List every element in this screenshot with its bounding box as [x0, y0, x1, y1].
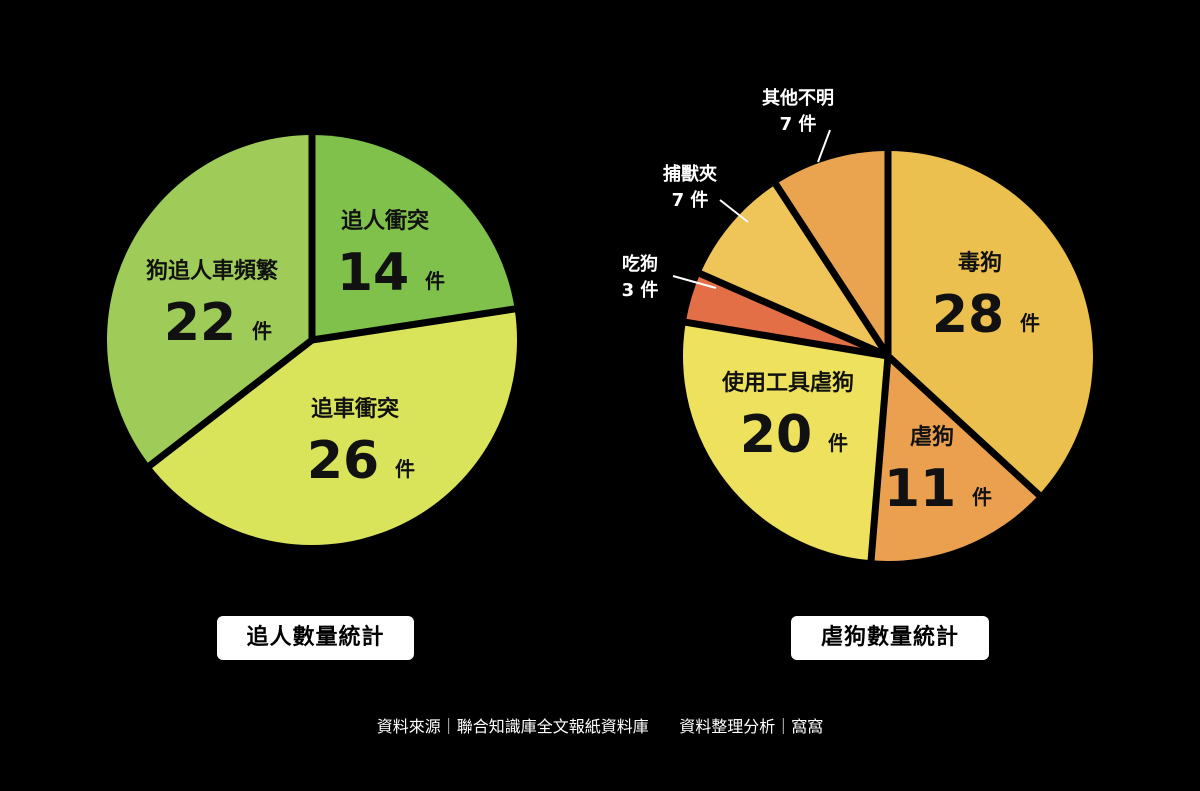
- slice-value: 26: [307, 431, 379, 491]
- slice-divider: [311, 305, 518, 344]
- slice-value: 7 件: [780, 113, 817, 135]
- leader-line: [719, 199, 749, 223]
- slice-value: 14: [337, 243, 409, 303]
- pie-slice: [107, 135, 312, 466]
- leader-line: [672, 275, 717, 289]
- slice-label: 捕獸夾: [663, 163, 717, 185]
- pie-slice: [683, 322, 888, 561]
- slice-divider: [885, 353, 1043, 499]
- pie-slice: [775, 151, 888, 356]
- pie-slice: [888, 151, 1093, 495]
- slice-label: 追人衝突: [341, 208, 429, 234]
- slice-label: 毒狗: [958, 250, 1002, 276]
- pie-slice: [312, 135, 515, 340]
- slice-unit: 件: [972, 485, 992, 509]
- slice-unit: 件: [252, 319, 272, 343]
- chart-title-chase: 追人數量統計: [217, 616, 414, 660]
- slice-divider: [146, 337, 315, 470]
- slice-unit: 件: [828, 431, 848, 455]
- slice-value: 3 件: [622, 279, 659, 301]
- slice-unit: 件: [1020, 311, 1040, 335]
- slice-divider: [867, 355, 892, 563]
- pie-slice: [149, 308, 517, 545]
- pie-slice: [700, 184, 888, 356]
- slice-divider: [771, 180, 891, 358]
- slice-unit: 件: [395, 457, 415, 481]
- slice-divider: [683, 318, 889, 360]
- slice-value: 28: [932, 285, 1004, 345]
- analysis-credit-text: 資料整理分析｜窩窩: [679, 717, 824, 736]
- source-credit: 資料來源｜聯合知識庫全文報紙資料庫 資料整理分析｜窩窩: [0, 713, 1200, 737]
- pie-slice: [871, 356, 1039, 561]
- slice-value: 7 件: [672, 189, 709, 211]
- slice-value: 22: [164, 293, 236, 353]
- slice-label: 狗追人車頻繁: [146, 258, 279, 284]
- slice-unit: 件: [425, 269, 445, 293]
- data-source-text: 資料來源｜聯合知識庫全文報紙資料庫: [376, 717, 649, 736]
- slice-label: 追車衝突: [311, 396, 399, 422]
- slice-label: 使用工具虐狗: [721, 371, 854, 396]
- slice-label: 其他不明: [762, 87, 834, 109]
- slice-value: 20: [740, 405, 812, 465]
- slice-label: 吃狗: [622, 253, 658, 275]
- slice-divider: [697, 269, 890, 360]
- chart-title-abuse: 虐狗數量統計: [791, 616, 989, 660]
- slice-label: 虐狗: [910, 425, 954, 450]
- slice-value: 11: [884, 459, 956, 519]
- leader-line: [817, 129, 831, 163]
